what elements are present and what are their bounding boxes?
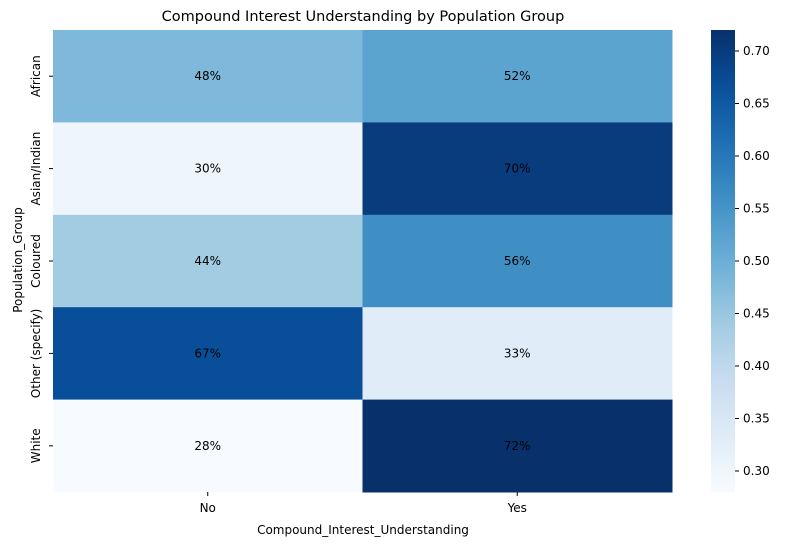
cell-value-label: 52% xyxy=(504,69,531,83)
cell-value-label: 67% xyxy=(194,346,221,360)
x-tick-label: No xyxy=(200,501,216,515)
cell-value-label: 33% xyxy=(504,346,531,360)
y-tick-label: White xyxy=(29,428,43,463)
colorbar-tick-label: 0.55 xyxy=(743,202,770,216)
colorbar-tick-label: 0.40 xyxy=(743,359,770,373)
heatmap-cell xyxy=(53,307,363,401)
cell-value-label: 44% xyxy=(194,254,221,268)
heatmap-cell xyxy=(362,399,673,493)
heatmap-cell xyxy=(362,214,673,308)
x-axis-label: Compound_Interest_Understanding xyxy=(257,523,469,537)
heatmap-cell xyxy=(53,122,363,216)
cell-value-label: 56% xyxy=(504,254,531,268)
colorbar-tick-label: 0.70 xyxy=(743,44,770,58)
y-tick-label: African xyxy=(29,55,43,97)
colorbar-tick-label: 0.60 xyxy=(743,149,770,163)
colorbar-ticks: 0.30 0.35 0.40 0.45 0.50 0.55 0.60 0.65 0.70 xyxy=(735,44,770,478)
colorbar-tick-label: 0.35 xyxy=(743,412,770,426)
cell-value-label: 28% xyxy=(194,439,221,453)
heatmap-cell xyxy=(53,399,363,493)
colorbar-tick-label: 0.45 xyxy=(743,307,770,321)
y-tick-label: Coloured xyxy=(29,234,43,288)
chart-title: Compound Interest Understanding by Popul… xyxy=(162,9,565,25)
y-axis-label: Population_Group xyxy=(11,207,25,313)
cell-value-label: 48% xyxy=(194,69,221,83)
heatmap-cell xyxy=(362,122,673,216)
colorbar-tick-label: 0.65 xyxy=(743,97,770,111)
y-axis-ticks: African Asian/Indian Coloured Other (specif… xyxy=(29,55,53,463)
cell-value-label: 70% xyxy=(504,162,531,176)
colorbar-tick-label: 0.30 xyxy=(743,464,770,478)
heatmap-cell xyxy=(362,30,673,123)
x-tick-label: Yes xyxy=(507,501,527,515)
heatmap-cell xyxy=(362,307,673,401)
cell-value-label: 30% xyxy=(194,162,221,176)
cell-value-label: 72% xyxy=(504,439,531,453)
y-tick-label: Asian/Indian xyxy=(29,132,43,206)
heatmap-cell xyxy=(53,214,363,308)
heatmap-cells xyxy=(53,30,673,493)
colorbar-tick-label: 0.50 xyxy=(743,254,770,268)
heatmap-cell-labels: 48% 52% 30% 70% 44% 56% 67% 33% 28% 72% xyxy=(194,69,530,453)
y-tick-label: Other (specify) xyxy=(29,309,43,399)
x-axis-ticks: No Yes xyxy=(200,492,527,515)
colorbar xyxy=(711,30,735,492)
heatmap-cell xyxy=(53,30,363,123)
